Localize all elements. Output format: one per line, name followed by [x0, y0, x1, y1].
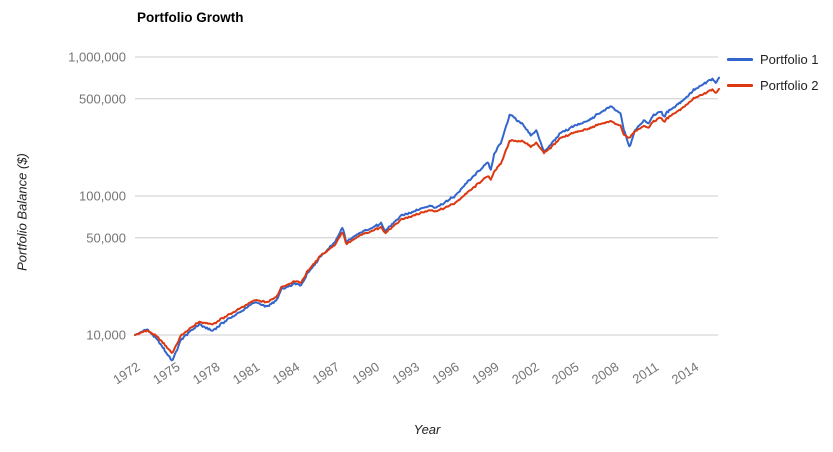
x-tick-label: 1978	[190, 359, 222, 387]
x-tick-label: 1987	[310, 359, 342, 387]
x-tick-label: 1972	[110, 359, 142, 387]
legend-item-portfolio-2[interactable]: Portfolio 2	[727, 78, 819, 93]
x-axis-title: Year	[413, 422, 441, 437]
portfolio-2-series-line	[134, 87, 721, 354]
gridlines	[135, 56, 718, 336]
x-tick-label: 1993	[390, 359, 422, 387]
x-tick-label: 1975	[150, 359, 182, 387]
y-tick-label: 10,000	[86, 328, 126, 343]
portfolio-2-line-swatch	[727, 84, 753, 87]
y-tick-label: 500,000	[79, 91, 126, 106]
x-tick-label: 2011	[630, 359, 662, 387]
portfolio-1-series-line	[134, 76, 721, 362]
chart-title: Portfolio Growth	[137, 10, 244, 25]
x-tick-label: 2008	[589, 359, 621, 387]
x-axis-tick-labels: 1972 1975 1978 1981 1984 1987 1990 1993 1996 1999…	[110, 359, 701, 387]
x-tick-label: 1990	[350, 359, 382, 387]
y-tick-label: 1,000,000	[68, 50, 126, 65]
legend-item-portfolio-1[interactable]: Portfolio 1	[727, 52, 819, 67]
x-tick-label: 2005	[549, 359, 581, 387]
portfolio-1-line-swatch	[727, 58, 753, 61]
x-tick-label: 2002	[509, 359, 541, 387]
y-tick-label: 50,000	[86, 230, 126, 245]
y-axis-tick-labels: 1,000,000 500,000 100,000 50,000 10,000	[68, 50, 126, 343]
legend: Portfolio 1 Portfolio 2	[727, 52, 819, 93]
y-axis-title: Portfolio Balance ($)	[14, 153, 30, 271]
x-tick-label: 1996	[429, 359, 461, 387]
x-tick-label: 1981	[230, 359, 262, 387]
x-tick-label: 1999	[469, 359, 501, 387]
y-tick-label: 100,000	[79, 189, 126, 204]
x-tick-label: 1984	[270, 359, 302, 387]
legend-label-portfolio-1: Portfolio 1	[760, 52, 819, 67]
legend-label-portfolio-2: Portfolio 2	[760, 78, 819, 93]
x-tick-label: 2014	[669, 359, 701, 387]
